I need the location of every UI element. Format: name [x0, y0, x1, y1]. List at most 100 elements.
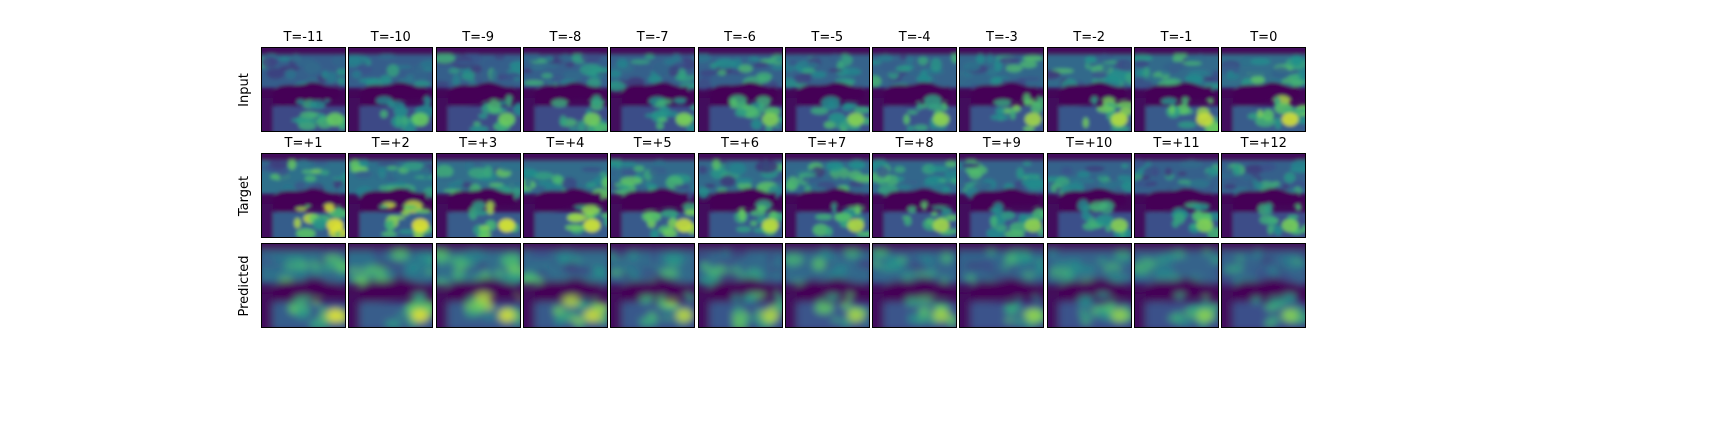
panel-title: T=+1 — [284, 136, 323, 151]
panel-title: T=+3 — [459, 136, 498, 151]
heatmap-field — [523, 48, 607, 131]
heatmap-panel-predicted — [261, 243, 346, 328]
heatmap-panel-input — [522, 47, 608, 132]
panel-title: T=+7 — [808, 136, 847, 151]
heatmap-panel-target — [1134, 153, 1219, 238]
heatmap-panel-predicted — [1046, 243, 1132, 328]
heatmap-panel-input — [697, 47, 783, 132]
heatmap-panel-target — [697, 153, 783, 238]
panel-title: T=-6 — [724, 30, 756, 45]
heatmap-panel-predicted — [1221, 243, 1307, 328]
panel-title: T=+9 — [982, 136, 1021, 151]
heatmap-panel-predicted — [522, 243, 608, 328]
heatmap-field — [262, 244, 345, 327]
heatmap-panel-target — [261, 153, 346, 238]
heatmap-field — [960, 244, 1044, 327]
panel-title: T=-10 — [370, 30, 411, 45]
row-label-predicted: Predicted — [237, 254, 252, 317]
heatmap-panel-target — [784, 153, 870, 238]
heatmap-panel-target — [348, 153, 434, 238]
heatmap-field — [523, 154, 607, 237]
heatmap-field — [611, 154, 695, 237]
heatmap-field — [262, 48, 345, 131]
heatmap-panel-input — [1221, 47, 1307, 132]
heatmap-panel-input — [784, 47, 870, 132]
panel-title: T=+12 — [1240, 136, 1287, 151]
heatmap-panel-predicted — [435, 243, 521, 328]
panel-title: T=-7 — [636, 30, 669, 45]
heatmap-field — [262, 154, 345, 237]
heatmap-field — [785, 154, 869, 237]
heatmap-field — [1135, 244, 1218, 327]
heatmap-field — [1047, 244, 1131, 327]
heatmap-field — [436, 154, 520, 237]
heatmap-field — [436, 244, 520, 327]
heatmap-field — [611, 244, 695, 327]
row-label-target: Target — [237, 175, 252, 216]
panel-title: T=+11 — [1153, 136, 1200, 151]
panel-title: T=-5 — [811, 30, 844, 45]
panel-title: T=+5 — [633, 136, 672, 151]
heatmap-field — [1047, 48, 1131, 131]
heatmap-panel-target — [872, 153, 958, 238]
heatmap-panel-input — [1046, 47, 1132, 132]
heatmap-panel-target — [610, 153, 696, 238]
heatmap-field — [1135, 48, 1218, 131]
heatmap-panel-input — [872, 47, 958, 132]
heatmap-panel-input — [959, 47, 1045, 132]
panel-title: T=+8 — [895, 136, 934, 151]
heatmap-panel-predicted — [1134, 243, 1219, 328]
heatmap-field — [349, 244, 433, 327]
heatmap-panel-target — [435, 153, 521, 238]
heatmap-field — [349, 48, 433, 131]
heatmap-field — [1222, 48, 1306, 131]
heatmap-panel-target — [1046, 153, 1132, 238]
heatmap-field — [698, 48, 782, 131]
heatmap-field — [698, 244, 782, 327]
heatmap-field — [785, 48, 869, 131]
heatmap-field — [1135, 154, 1218, 237]
heatmap-panel-predicted — [348, 243, 434, 328]
heatmap-field — [523, 244, 607, 327]
panel-title: T=+6 — [721, 136, 759, 151]
heatmap-field — [1047, 154, 1131, 237]
panel-title: T=-3 — [985, 30, 1018, 45]
panel-title: T=-8 — [549, 30, 582, 45]
heatmap-field — [785, 244, 869, 327]
heatmap-panel-target — [959, 153, 1045, 238]
heatmap-field — [436, 48, 520, 131]
panel-title: T=-4 — [898, 30, 931, 45]
heatmap-field — [1222, 244, 1306, 327]
panel-title: T=+2 — [371, 136, 410, 151]
panel-title: T=-9 — [462, 30, 494, 45]
heatmap-panel-input — [435, 47, 521, 132]
heatmap-field — [873, 154, 957, 237]
heatmap-panel-input — [610, 47, 696, 132]
heatmap-field — [873, 244, 957, 327]
panel-title: T=-11 — [283, 30, 324, 45]
panel-title: T=-1 — [1160, 30, 1193, 45]
heatmap-panel-input — [348, 47, 434, 132]
heatmap-field — [611, 48, 695, 131]
heatmap-field — [960, 154, 1044, 237]
heatmap-panel-predicted — [959, 243, 1045, 328]
heatmap-panel-predicted — [610, 243, 696, 328]
panel-title: T=+10 — [1066, 136, 1113, 151]
heatmap-field — [960, 48, 1044, 131]
heatmap-field — [1222, 154, 1306, 237]
heatmap-panel-predicted — [784, 243, 870, 328]
heatmap-field — [349, 154, 433, 237]
row-label-input: Input — [237, 72, 252, 107]
heatmap-panel-input — [1134, 47, 1219, 132]
heatmap-field — [873, 48, 957, 131]
panel-title: T=-2 — [1073, 30, 1106, 45]
heatmap-panel-predicted — [697, 243, 783, 328]
heatmap-panel-predicted — [872, 243, 958, 328]
panel-title: T=+4 — [546, 136, 585, 151]
panel-title: T=0 — [1250, 30, 1278, 45]
heatmap-panel-target — [1221, 153, 1307, 238]
heatmap-panel-input — [261, 47, 346, 132]
heatmap-field — [698, 154, 782, 237]
heatmap-panel-target — [522, 153, 608, 238]
